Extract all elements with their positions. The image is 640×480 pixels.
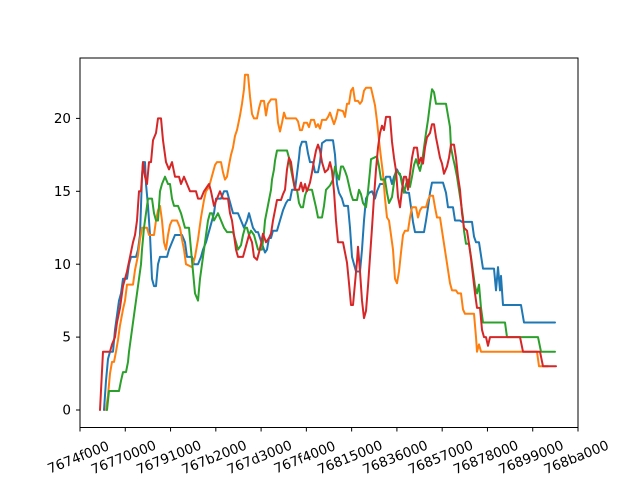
series-4-red-line xyxy=(99,115,557,411)
y-tick-label: 10 xyxy=(54,257,71,273)
series-2-orange-line xyxy=(105,73,549,411)
axes-spines xyxy=(79,57,579,428)
series-1-blue-line xyxy=(103,139,556,411)
y-tick-label: 15 xyxy=(54,184,71,200)
y-tick-label: 5 xyxy=(62,330,71,346)
y-tick-label: 0 xyxy=(62,403,71,419)
y-tick-label: 20 xyxy=(54,111,71,127)
series-3-green-line xyxy=(106,88,556,411)
